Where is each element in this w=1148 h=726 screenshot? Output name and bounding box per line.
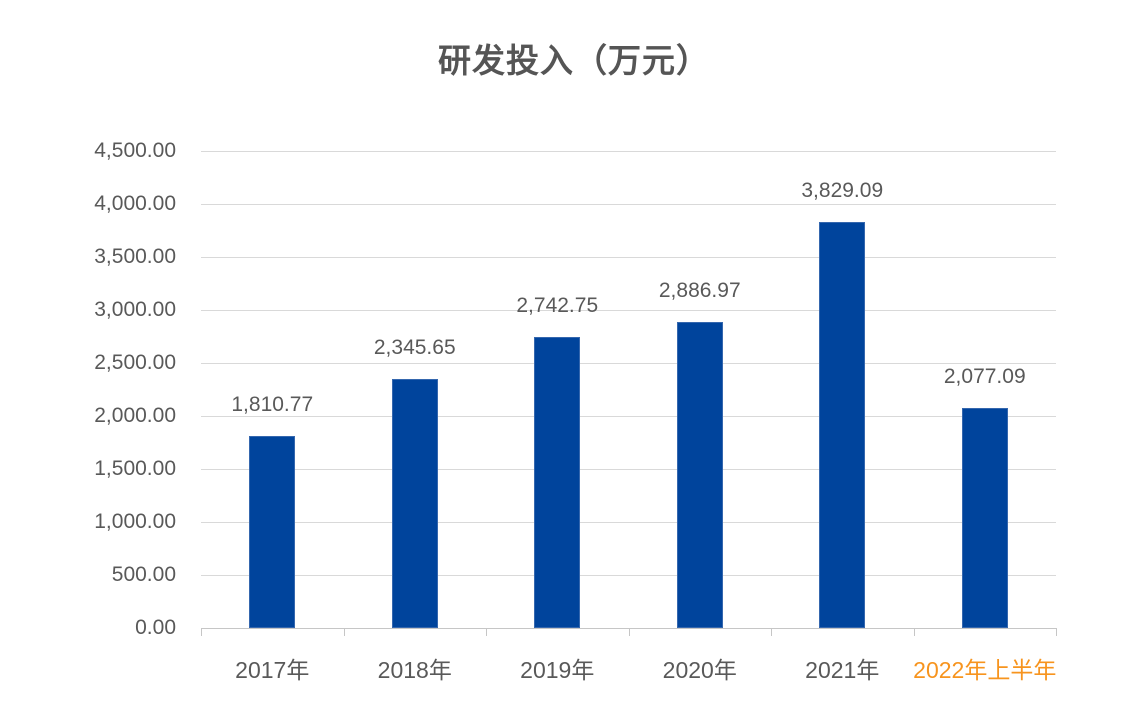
bar-value-label: 2,742.75	[516, 294, 599, 317]
x-axis-label: 2019年	[520, 657, 595, 683]
chart-title: 研发投入（万元）	[438, 42, 710, 79]
y-axis-label: 0.00	[135, 616, 176, 639]
bar	[391, 379, 438, 628]
x-axis-tick	[771, 628, 772, 636]
x-axis-tick	[1056, 628, 1057, 636]
x-axis-label: 2018年	[377, 657, 452, 683]
bar-value-label: 2,077.09	[943, 365, 1026, 388]
gridline	[201, 150, 1056, 152]
y-axis-label: 2,500.00	[94, 351, 176, 374]
bar	[249, 436, 296, 628]
x-axis-label: 2021年	[805, 657, 880, 683]
gridline	[201, 203, 1056, 205]
bar-value-label: 2,345.65	[373, 336, 456, 359]
gridline	[201, 309, 1056, 311]
gridline	[201, 521, 1056, 523]
x-axis-tick	[913, 628, 915, 636]
gridline	[201, 468, 1056, 470]
bar	[819, 222, 866, 628]
x-axis-tick	[486, 628, 487, 636]
x-axis-label: 2022年上半年	[913, 657, 1057, 683]
y-axis-label: 1,500.00	[94, 457, 176, 480]
bar-value-label: 3,829.09	[801, 179, 884, 202]
bar	[534, 337, 581, 628]
bar	[676, 322, 723, 628]
x-axis-label: 2017年	[235, 657, 310, 683]
x-axis-tick	[343, 628, 345, 636]
gridline	[201, 256, 1056, 258]
x-axis-label: 2020年	[662, 657, 737, 683]
gridline	[201, 415, 1056, 417]
y-axis-label: 3,000.00	[94, 298, 176, 321]
gridline	[201, 362, 1056, 364]
x-axis-tick	[628, 628, 630, 636]
x-axis-tick	[201, 628, 202, 636]
bar-value-label: 1,810.77	[231, 393, 314, 416]
y-axis-label: 4,000.00	[94, 192, 176, 215]
gridline	[201, 574, 1056, 576]
y-axis-label: 4,500.00	[94, 139, 176, 162]
y-axis-label: 500.00	[111, 563, 176, 586]
y-axis-label: 2,000.00	[94, 404, 176, 427]
bar	[961, 408, 1008, 628]
y-axis-label: 3,500.00	[94, 245, 176, 268]
y-axis-label: 1,000.00	[94, 510, 176, 533]
bar-value-label: 2,886.97	[658, 279, 741, 302]
